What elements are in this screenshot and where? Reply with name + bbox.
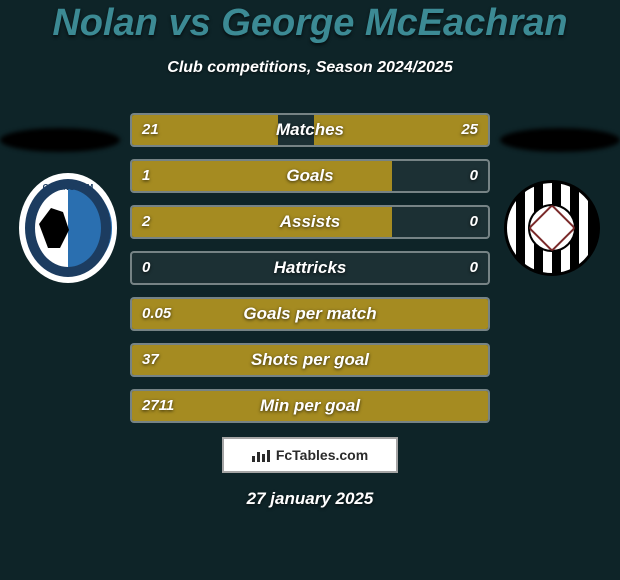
crest-left-text: GILLINGHAM bbox=[19, 183, 117, 192]
team-right-crest bbox=[502, 168, 602, 288]
stats-container: Matches2125Goals10Assists20Hattricks00Go… bbox=[130, 113, 490, 423]
stat-row: Min per goal2711 bbox=[130, 389, 490, 423]
gillingham-crest-icon: GILLINGHAM bbox=[19, 173, 117, 283]
stat-value-left: 1 bbox=[142, 161, 150, 191]
stat-label: Goals bbox=[132, 161, 488, 191]
stat-value-right: 25 bbox=[461, 115, 478, 145]
site-badge[interactable]: FcTables.com bbox=[222, 437, 398, 473]
stat-row: Hattricks0 0 bbox=[130, 251, 490, 285]
stat-value-left: 21 bbox=[142, 115, 159, 145]
stat-row: Shots per goal37 bbox=[130, 343, 490, 377]
stat-value-left: 0 bbox=[142, 253, 150, 283]
crest-shadow-left bbox=[0, 128, 120, 152]
stat-value-right: 0 bbox=[470, 253, 478, 283]
stat-label: Assists bbox=[132, 207, 488, 237]
stat-row: Assists2 0 bbox=[130, 205, 490, 239]
stat-row: Goals1 0 bbox=[130, 159, 490, 193]
chart-icon bbox=[252, 448, 270, 462]
stat-row: Goals per match0.05 bbox=[130, 297, 490, 331]
stat-label: Matches bbox=[132, 115, 488, 145]
stat-value-right: 0 bbox=[470, 161, 478, 191]
stat-value-left: 0.05 bbox=[142, 299, 171, 329]
grimsby-crest-icon bbox=[504, 180, 600, 276]
stat-label: Min per goal bbox=[132, 391, 488, 421]
crest-shadow-right bbox=[500, 128, 620, 152]
stat-label: Hattricks bbox=[132, 253, 488, 283]
stat-value-left: 2 bbox=[142, 207, 150, 237]
comparison-date: 27 january 2025 bbox=[0, 489, 620, 509]
stat-row: Matches21 25 bbox=[130, 113, 490, 147]
stat-value-left: 2711 bbox=[142, 391, 174, 421]
team-left-crest: GILLINGHAM bbox=[18, 168, 118, 288]
page-title: Nolan vs George McEachran bbox=[0, 0, 620, 45]
site-label: FcTables.com bbox=[276, 447, 368, 463]
stat-label: Shots per goal bbox=[132, 345, 488, 375]
page-subtitle: Club competitions, Season 2024/2025 bbox=[0, 59, 620, 77]
stat-value-left: 37 bbox=[142, 345, 159, 375]
stat-label: Goals per match bbox=[132, 299, 488, 329]
stat-value-right: 0 bbox=[470, 207, 478, 237]
